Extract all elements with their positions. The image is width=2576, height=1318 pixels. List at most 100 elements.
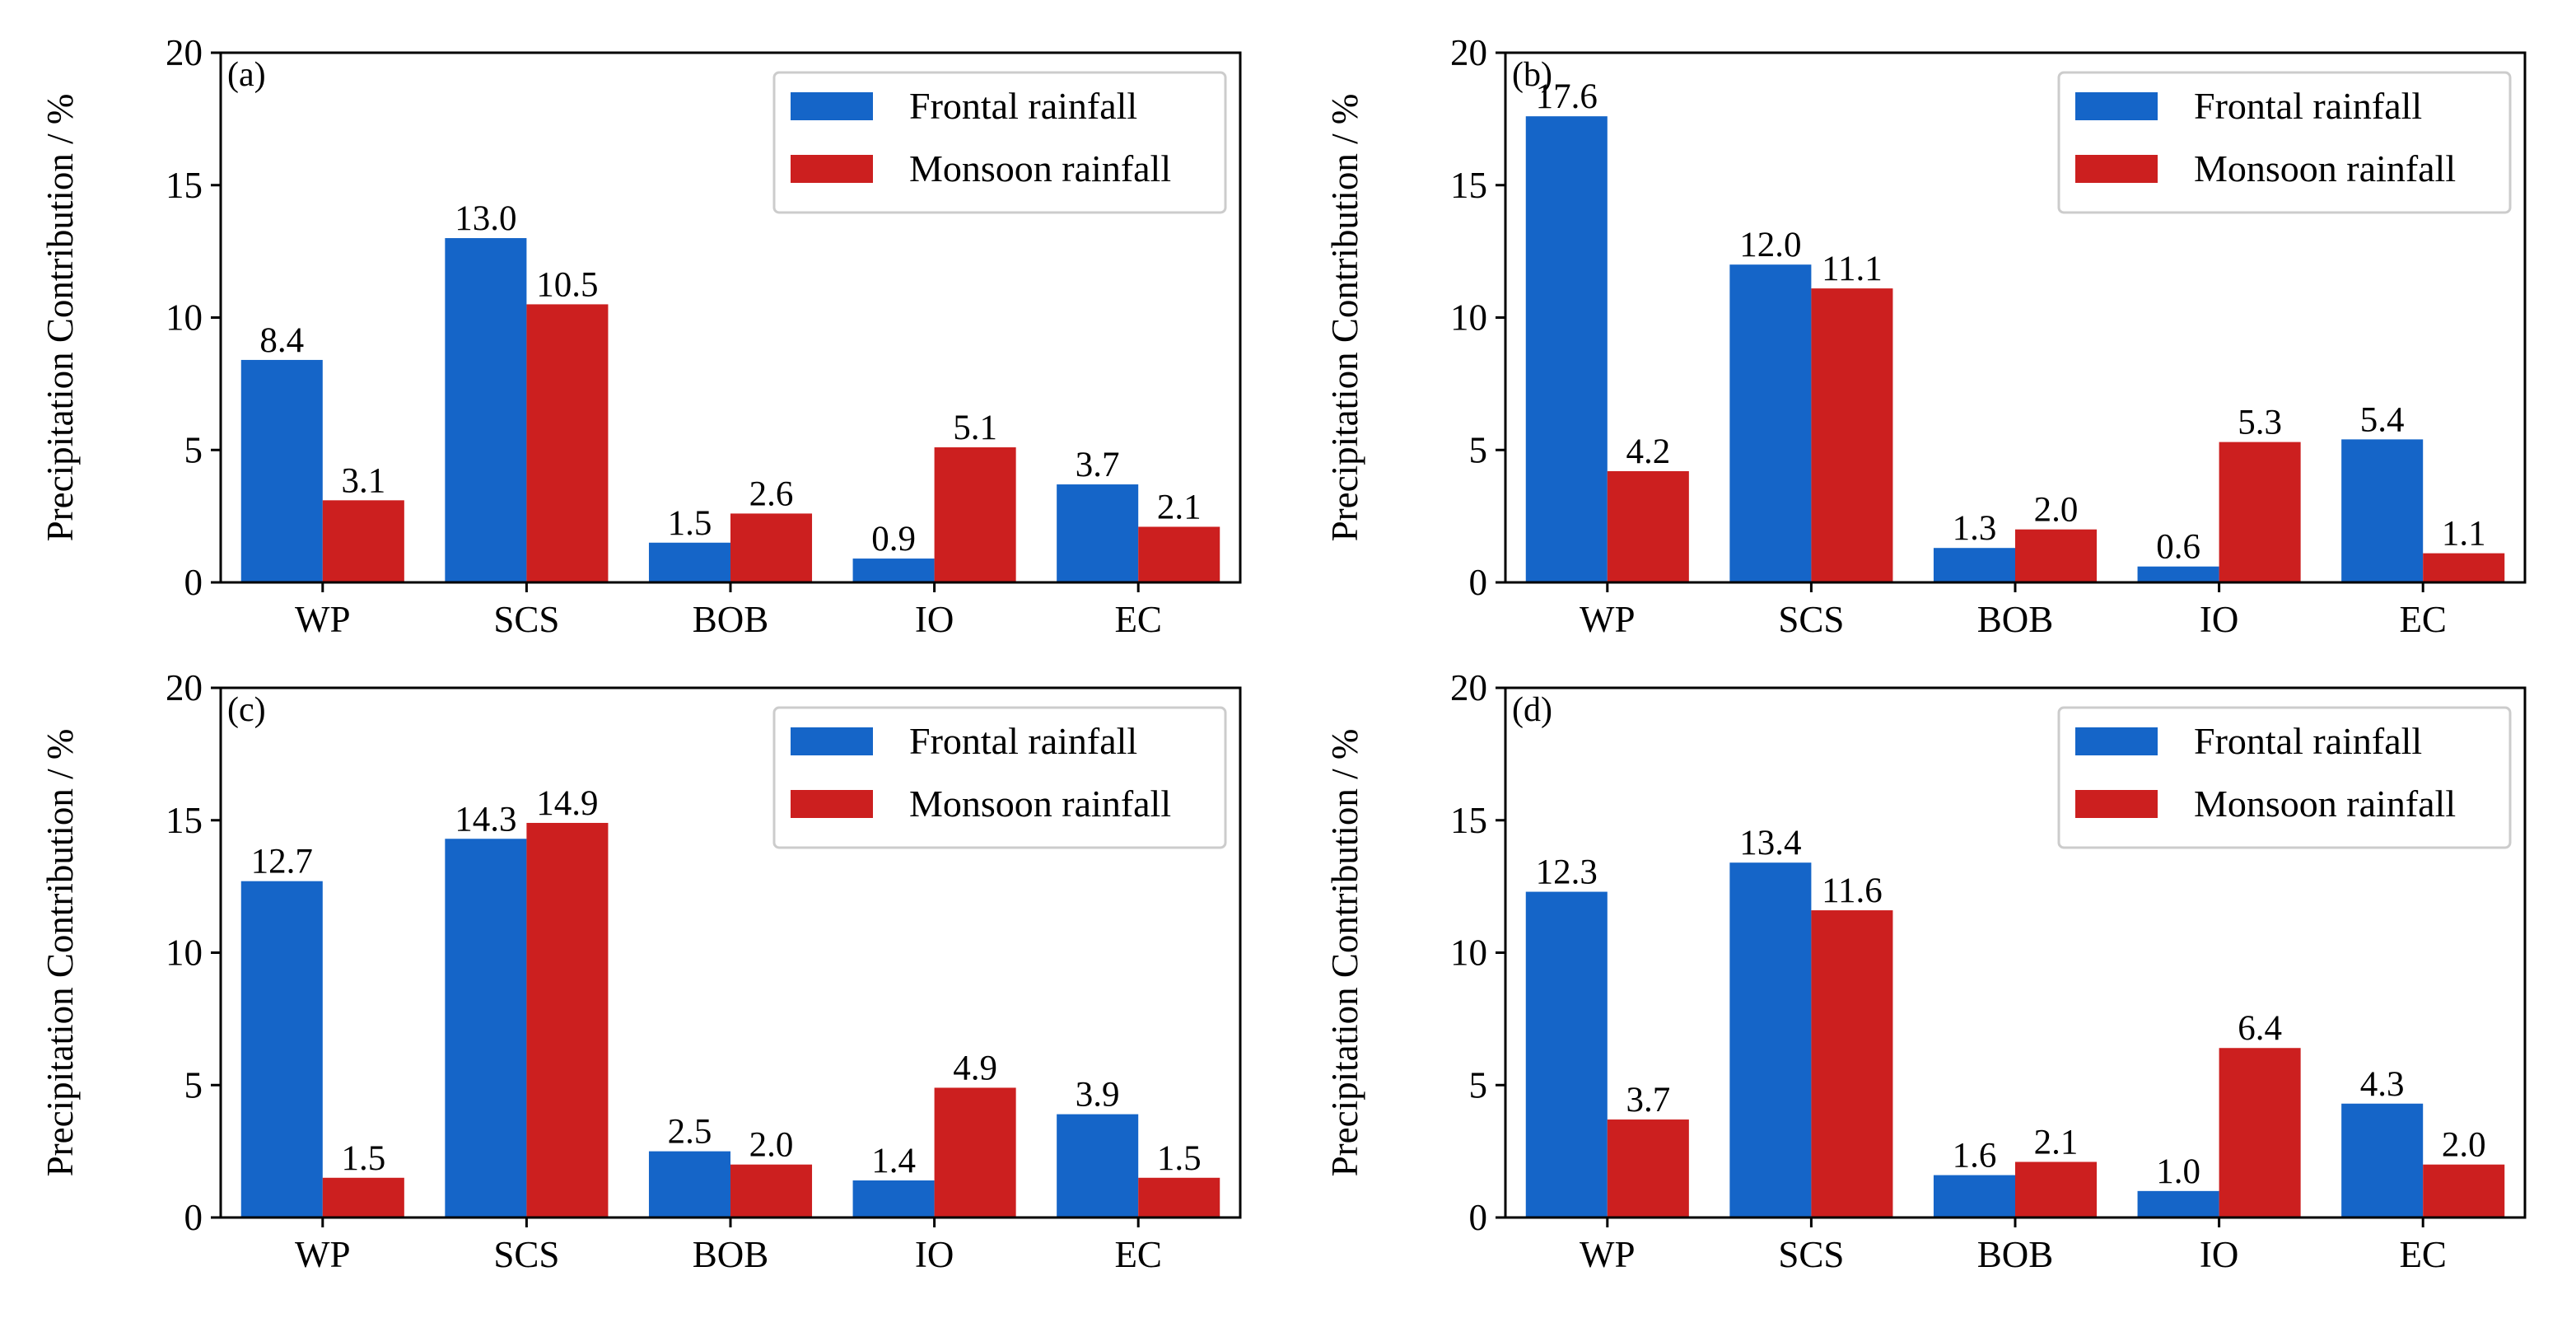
value-label-monsoon-ec: 1.5 <box>1157 1139 1202 1178</box>
x-tick-label-bob: BOB <box>1977 599 2054 640</box>
value-label-frontal-ec: 5.4 <box>2360 400 2405 439</box>
value-label-monsoon-bob: 2.6 <box>749 474 794 513</box>
value-label-frontal-wp: 12.3 <box>1536 853 1598 892</box>
y-tick-label: 5 <box>1469 429 1488 470</box>
value-label-monsoon-scs: 10.5 <box>536 265 598 304</box>
y-tick-label: 20 <box>1450 32 1487 73</box>
y-tick-label: 5 <box>1469 1064 1488 1105</box>
legend-swatch-frontal <box>791 92 873 120</box>
x-tick-label-scs: SCS <box>1778 599 1844 640</box>
value-label-monsoon-scs: 11.6 <box>1822 872 1883 910</box>
legend-frame <box>772 706 1227 849</box>
value-label-monsoon-io: 5.1 <box>953 409 997 447</box>
bar-frontal-wp <box>1525 116 1608 582</box>
panel-label: (d) <box>1512 691 1552 729</box>
bar-monsoon-wp <box>322 500 404 582</box>
value-label-monsoon-io: 5.3 <box>2238 404 2282 442</box>
bar-frontal-io <box>852 1180 935 1218</box>
value-label-monsoon-ec: 1.1 <box>2442 515 2486 554</box>
bar-frontal-wp <box>240 359 323 582</box>
value-label-frontal-ec: 3.7 <box>1076 446 1120 484</box>
bar-monsoon-scs <box>1811 288 1893 582</box>
legend-swatch-frontal <box>2075 92 2158 120</box>
value-label-frontal-scs: 13.4 <box>1739 824 1801 862</box>
legend-swatch-monsoon <box>791 790 873 818</box>
legend-label-frontal: Frontal rainfall <box>2194 85 2422 127</box>
chart-panel-d: 12.3 13.4 1.6 1.0 4.3 3.7 11.6 2.1 6.4 2.0 0 5 10 15 2… <box>1324 667 2527 1275</box>
value-label-frontal-wp: 17.6 <box>1536 77 1598 116</box>
bar-monsoon-io <box>934 1087 1016 1218</box>
x-tick-label-bob: BOB <box>693 599 769 640</box>
bar-monsoon-io <box>2219 1048 2301 1218</box>
value-label-monsoon-ec: 2.0 <box>2442 1126 2486 1165</box>
bar-monsoon-bob <box>2015 1161 2098 1218</box>
legend-frame <box>2057 71 2512 214</box>
chart-panel-c: 12.7 14.3 2.5 1.4 3.9 1.5 14.9 2.0 4.9 1.5 0 5 10 15 2… <box>40 667 1242 1275</box>
y-tick-label: 0 <box>184 562 203 603</box>
bar-frontal-bob <box>1933 1175 2015 1218</box>
x-tick-label-bob: BOB <box>693 1234 769 1275</box>
bar-frontal-wp <box>1525 891 1608 1218</box>
y-tick-label: 15 <box>166 800 203 841</box>
bar-monsoon-ec <box>1138 526 1220 582</box>
chart-panel-a: 8.4 13.0 1.5 0.9 3.7 3.1 10.5 2.6 5.1 2.1 0 5 10 15 20… <box>40 32 1242 640</box>
bar-monsoon-ec <box>2423 1164 2505 1218</box>
bar-monsoon-io <box>934 447 1016 582</box>
bar-frontal-io <box>852 559 935 582</box>
legend: Frontal rainfall Monsoon rainfall <box>772 71 1227 214</box>
panel-label: (c) <box>227 691 266 729</box>
x-tick-label-scs: SCS <box>493 1234 559 1275</box>
value-label-monsoon-io: 4.9 <box>953 1049 997 1087</box>
legend-swatch-monsoon <box>791 155 873 183</box>
value-label-frontal-io: 0.9 <box>871 520 916 559</box>
value-label-monsoon-bob: 2.1 <box>2034 1123 2079 1161</box>
bar-monsoon-bob <box>2015 529 2098 582</box>
value-label-frontal-io: 0.6 <box>2156 528 2200 567</box>
x-tick-label-ec: EC <box>1114 1234 1162 1275</box>
legend-label-monsoon: Monsoon rainfall <box>2194 147 2456 189</box>
legend-swatch-monsoon <box>2075 155 2158 183</box>
y-tick-label: 10 <box>1450 297 1487 339</box>
legend-label-frontal: Frontal rainfall <box>2194 720 2422 762</box>
x-tick-label-scs: SCS <box>1778 1234 1844 1275</box>
value-label-frontal-wp: 8.4 <box>259 321 304 360</box>
value-label-frontal-scs: 14.3 <box>455 800 516 839</box>
bar-monsoon-wp <box>1607 1119 1689 1218</box>
legend-label-frontal: Frontal rainfall <box>909 720 1137 762</box>
x-tick-label-io: IO <box>915 1234 954 1275</box>
value-label-frontal-ec: 3.9 <box>1076 1076 1120 1115</box>
legend: Frontal rainfall Monsoon rainfall <box>2057 706 2512 849</box>
y-tick-label: 20 <box>166 667 203 708</box>
value-label-frontal-scs: 12.0 <box>1739 226 1801 264</box>
y-tick-label: 5 <box>184 429 203 470</box>
bar-frontal-scs <box>1729 862 1812 1218</box>
value-label-frontal-bob: 1.5 <box>668 504 712 543</box>
y-tick-label: 10 <box>1450 932 1487 974</box>
value-label-monsoon-scs: 14.9 <box>536 784 598 823</box>
y-tick-label: 15 <box>166 165 203 206</box>
bar-monsoon-bob <box>730 513 813 582</box>
x-tick-label-io: IO <box>2200 1234 2238 1275</box>
legend-label-monsoon: Monsoon rainfall <box>2194 783 2456 825</box>
bar-monsoon-wp <box>322 1177 404 1218</box>
x-tick-label-ec: EC <box>2399 1234 2447 1275</box>
x-tick-label-wp: WP <box>295 1234 351 1275</box>
value-label-frontal-io: 1.0 <box>2156 1152 2200 1191</box>
y-tick-label: 0 <box>184 1197 203 1238</box>
bar-frontal-scs <box>1729 264 1812 582</box>
legend-label-monsoon: Monsoon rainfall <box>909 783 1171 825</box>
value-label-frontal-scs: 13.0 <box>455 199 516 238</box>
bar-frontal-scs <box>445 238 527 582</box>
chart-panel-b: 17.6 12.0 1.3 0.6 5.4 4.2 11.1 2.0 5.3 1.1 0 5 10 15 2… <box>1324 32 2527 640</box>
value-label-frontal-bob: 1.3 <box>1953 509 1997 548</box>
value-label-monsoon-wp: 3.1 <box>341 461 385 500</box>
x-tick-label-ec: EC <box>2399 599 2447 640</box>
value-label-monsoon-io: 6.4 <box>2238 1009 2282 1048</box>
y-tick-label: 20 <box>166 32 203 73</box>
value-label-monsoon-wp: 3.7 <box>1626 1081 1670 1119</box>
bar-frontal-ec <box>1057 1114 1139 1218</box>
value-label-frontal-wp: 12.7 <box>251 843 313 881</box>
y-tick-label: 0 <box>1469 1197 1488 1238</box>
bar-frontal-ec <box>1057 484 1139 582</box>
